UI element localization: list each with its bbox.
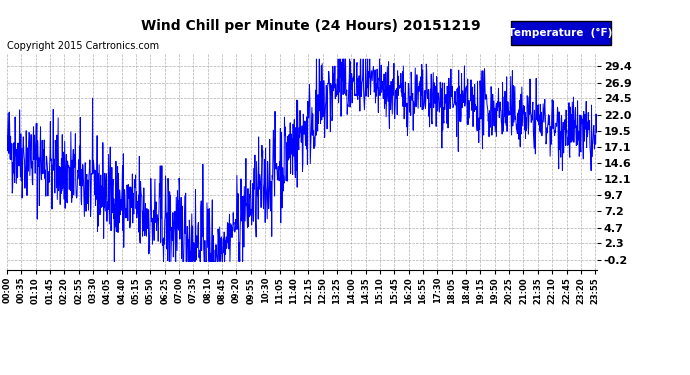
Text: Wind Chill per Minute (24 Hours) 20151219: Wind Chill per Minute (24 Hours) 2015121… — [141, 19, 480, 33]
Text: Temperature  (°F): Temperature (°F) — [509, 28, 613, 38]
Text: Copyright 2015 Cartronics.com: Copyright 2015 Cartronics.com — [7, 41, 159, 51]
